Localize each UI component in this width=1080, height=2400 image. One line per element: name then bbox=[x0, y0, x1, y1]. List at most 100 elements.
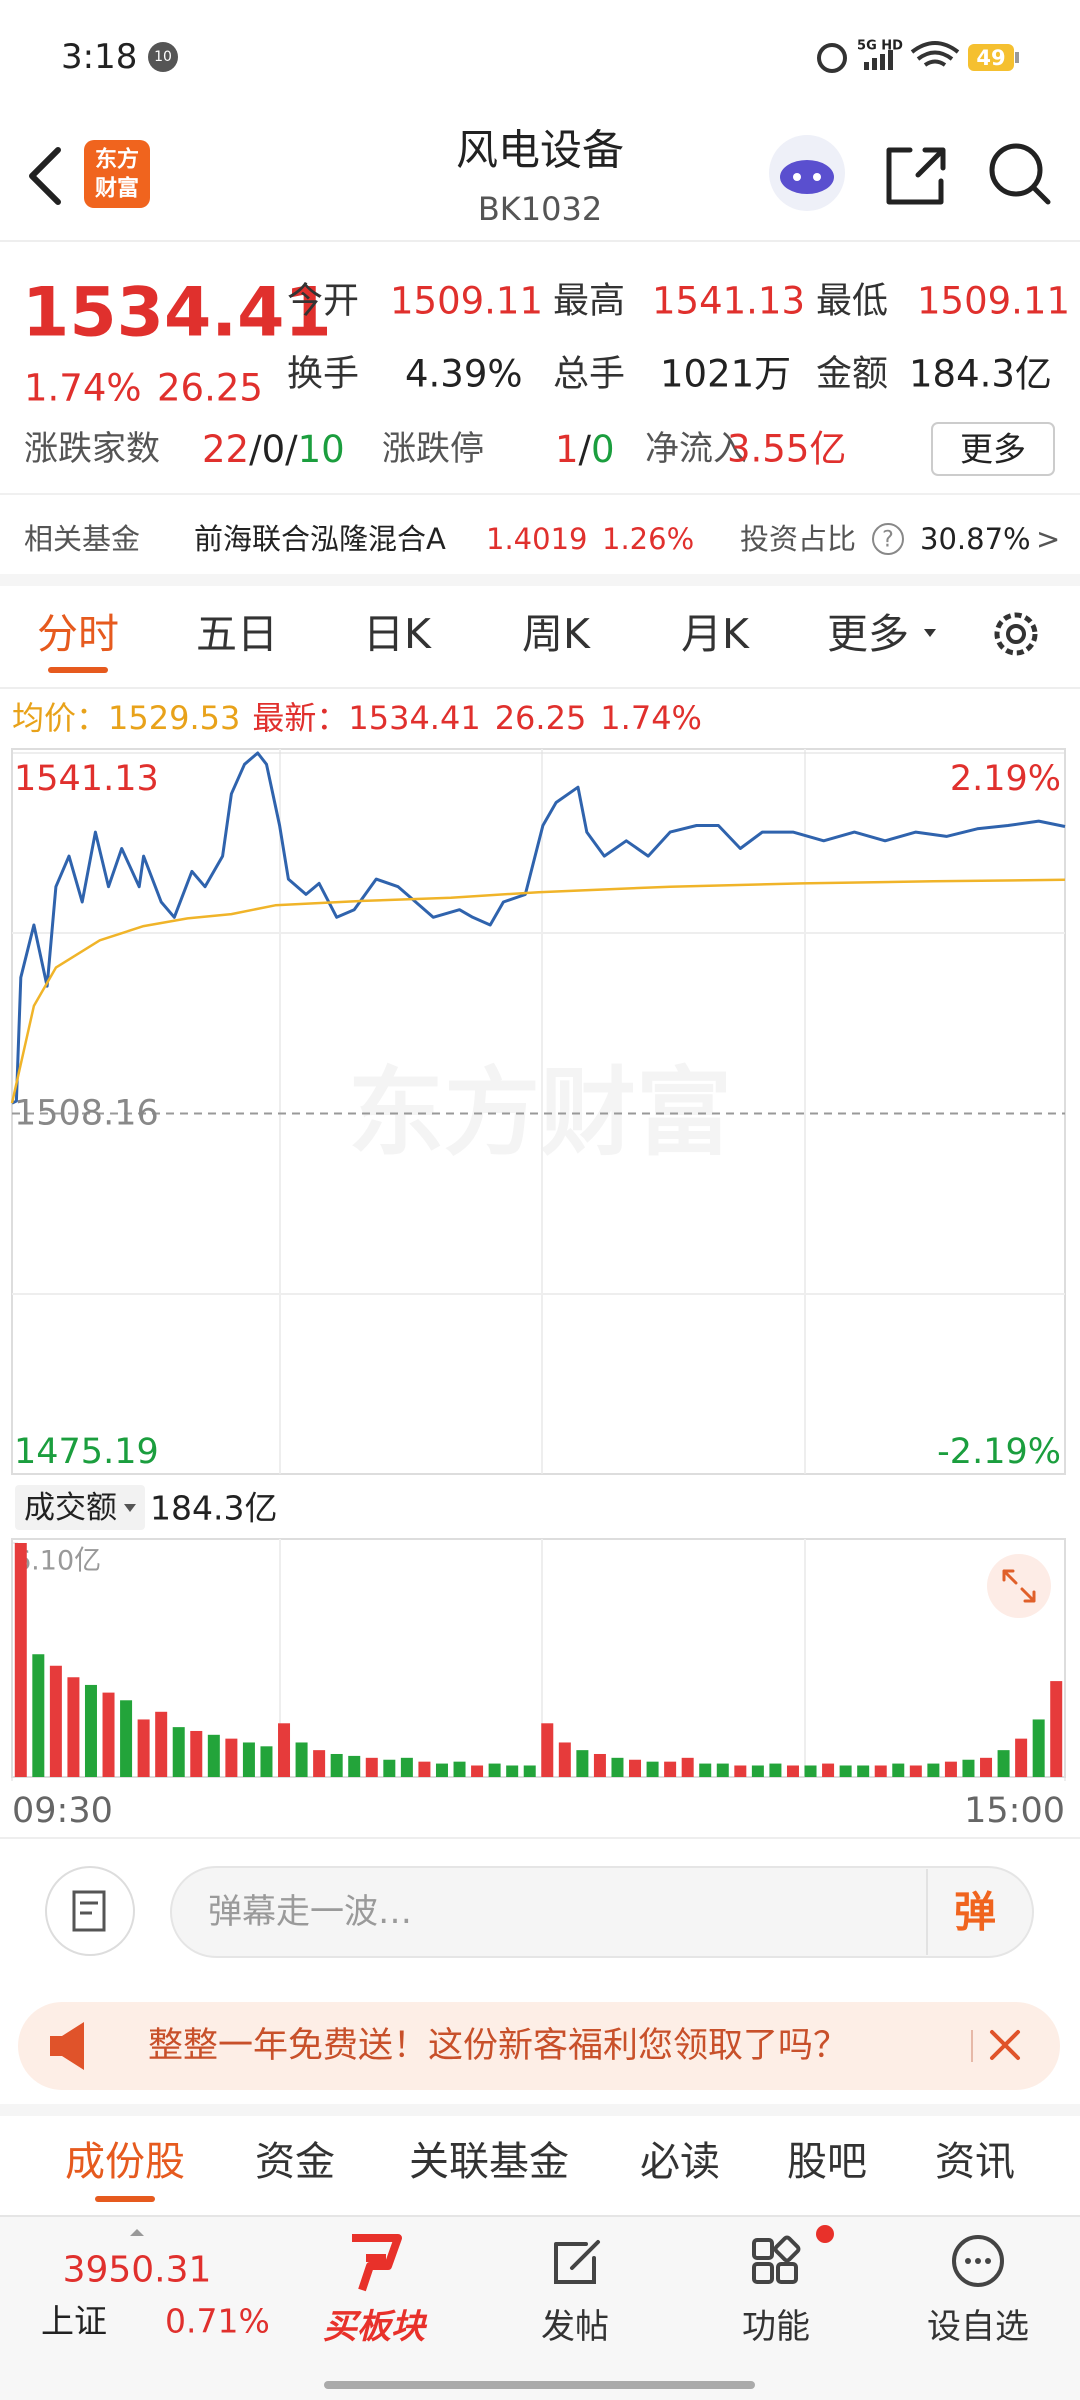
danmaku-input[interactable] bbox=[170, 1866, 1034, 1958]
volume-bar bbox=[32, 1654, 45, 1777]
volume-bar bbox=[330, 1753, 343, 1777]
volume-bar bbox=[576, 1750, 589, 1777]
wifi-icon bbox=[910, 41, 960, 67]
settings-button[interactable] bbox=[994, 612, 1038, 656]
close-banner[interactable] bbox=[990, 2030, 1020, 2060]
volume-bar bbox=[944, 1761, 957, 1777]
volume-bar bbox=[839, 1765, 852, 1777]
volume-bar bbox=[1050, 1681, 1063, 1777]
y-tick-label: 6.10亿 bbox=[14, 1546, 101, 1577]
volume-bar bbox=[278, 1723, 291, 1777]
content-tab[interactable]: 股吧 bbox=[787, 2139, 867, 2185]
field-value: 1509.11 bbox=[917, 280, 1070, 323]
section-gap bbox=[0, 574, 1080, 586]
battery-level: 49 bbox=[976, 46, 1005, 70]
help-icon[interactable] bbox=[872, 523, 904, 555]
inflow-label: 净流入 bbox=[645, 429, 747, 469]
tab-underline bbox=[48, 667, 108, 673]
tab[interactable]: 周K bbox=[522, 610, 591, 658]
volume-label: 成交额 bbox=[24, 1490, 117, 1526]
buy-icon bbox=[352, 2234, 402, 2292]
assistant-eye bbox=[793, 173, 801, 181]
separator: / bbox=[579, 428, 592, 471]
volume-bar bbox=[751, 1765, 764, 1777]
volume-bar bbox=[435, 1763, 448, 1777]
nav-item[interactable]: 设自选 bbox=[927, 2307, 1029, 2347]
content-tab[interactable]: 成份股 bbox=[65, 2139, 185, 2185]
volume-bar bbox=[471, 1765, 484, 1777]
search-button[interactable] bbox=[989, 143, 1051, 205]
volume-bar bbox=[523, 1765, 536, 1777]
separator: / bbox=[285, 428, 298, 471]
danmaku-send[interactable]: 弹 bbox=[954, 1888, 996, 1937]
notif-icon bbox=[148, 42, 178, 72]
section-gap bbox=[0, 2104, 1080, 2116]
volume-bar bbox=[506, 1765, 519, 1777]
bottom-nav bbox=[0, 2216, 1080, 2400]
content-tab[interactable]: 资讯 bbox=[935, 2139, 1015, 2185]
tab[interactable]: 月K bbox=[681, 610, 750, 658]
y-tick-label: 1475.19 bbox=[14, 1432, 159, 1472]
x-tick-label: 09:30 bbox=[12, 1791, 113, 1831]
breadth-label: 涨跌家数 bbox=[24, 429, 160, 469]
home-indicator bbox=[324, 2381, 755, 2389]
danmaku-icon bbox=[72, 1890, 106, 1932]
index-name: 上证 bbox=[41, 2302, 107, 2341]
series-line bbox=[11, 751, 1066, 1105]
volume-bar bbox=[611, 1757, 624, 1777]
volume-total: 184.3亿 bbox=[150, 1489, 277, 1528]
promo-banner[interactable] bbox=[18, 2002, 1060, 2090]
more-button[interactable] bbox=[931, 422, 1055, 476]
status-time: 3:18 bbox=[61, 37, 137, 77]
row-arrow: > bbox=[1036, 522, 1060, 556]
tab[interactable]: 更多 bbox=[827, 610, 909, 658]
volume-bar bbox=[137, 1719, 150, 1777]
y-tick-label: 1508.16 bbox=[14, 1094, 159, 1134]
fund-name[interactable]: 前海联合泓隆混合A bbox=[194, 522, 446, 556]
change-pct: 1.74% bbox=[24, 367, 142, 410]
assistant-face bbox=[780, 160, 834, 194]
ratio-label: 投资占比 bbox=[740, 522, 856, 556]
notif-badge: 10 bbox=[154, 49, 172, 65]
down-count: 10 bbox=[298, 428, 345, 471]
series-line bbox=[10, 878, 1066, 1104]
field-label: 金额 bbox=[816, 354, 888, 395]
field-value: 4.39% bbox=[405, 353, 523, 396]
breadth-value: 22/0/10 bbox=[202, 428, 345, 471]
danmaku-settings[interactable] bbox=[45, 1866, 135, 1956]
content-tab[interactable]: 资金 bbox=[255, 2139, 335, 2185]
promo-text: 整整一年免费送！这份新客福利您领取了吗？ bbox=[148, 2026, 848, 2066]
share-button[interactable] bbox=[886, 147, 946, 205]
y-tick-label: 1541.13 bbox=[14, 759, 159, 799]
nav-item[interactable]: 买板块 bbox=[323, 2307, 428, 2347]
index-value[interactable]: 3950.31 bbox=[63, 2250, 212, 2291]
nav-item[interactable]: 功能 bbox=[742, 2307, 810, 2347]
price-chart: 1475.19 1508.16 1541.13 -2.19% 2.19% bbox=[10, 751, 1066, 1475]
content-tab[interactable]: 关联基金 bbox=[409, 2139, 569, 2185]
change: 26.25 bbox=[157, 367, 263, 410]
nav-item[interactable]: 发帖 bbox=[541, 2307, 609, 2347]
index-change: 0.71% bbox=[165, 2302, 270, 2341]
content-tab[interactable]: 必读 bbox=[640, 2139, 720, 2185]
page-title: 风电设备 bbox=[456, 126, 624, 175]
function-icon bbox=[752, 2235, 801, 2284]
volume-bar bbox=[980, 1757, 993, 1777]
volume-bar bbox=[207, 1734, 220, 1777]
tab[interactable]: 五日 bbox=[196, 610, 278, 658]
dropdown-caret bbox=[924, 629, 936, 637]
alarm-icon bbox=[817, 43, 847, 73]
volume-bar bbox=[769, 1763, 782, 1777]
danmaku-placeholder: 弹幕走一波… bbox=[208, 1892, 412, 1932]
volume-bar bbox=[629, 1759, 642, 1777]
nav-items: 买板块 发帖 功能 设自选 bbox=[323, 2307, 1029, 2347]
volume-selector[interactable] bbox=[15, 1485, 145, 1530]
sector-code: BK1032 bbox=[478, 190, 602, 228]
back-button[interactable] bbox=[29, 147, 61, 205]
separator: / bbox=[249, 428, 262, 471]
expand-button[interactable] bbox=[987, 1554, 1051, 1618]
tab[interactable]: 日K bbox=[363, 610, 432, 658]
tab[interactable]: 分时 bbox=[37, 610, 119, 658]
volume-chart: 6.10亿 09:30 15:00 bbox=[11, 1542, 1066, 1831]
